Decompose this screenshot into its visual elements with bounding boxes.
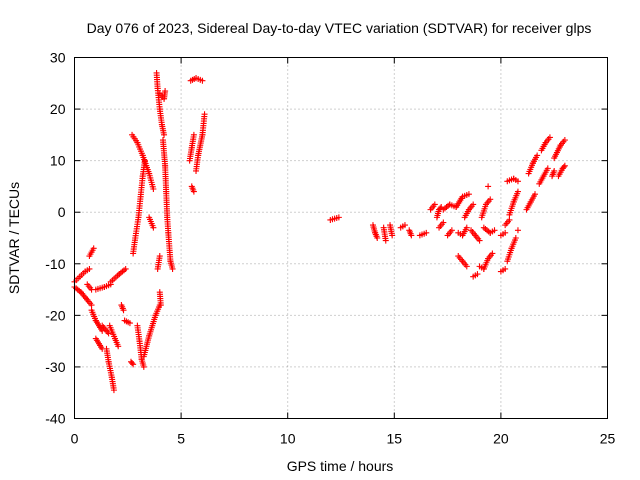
y-tick-label: -30 [45,359,65,375]
data-point-marker [201,111,208,118]
x-tick-label: 25 [600,431,616,447]
data-points [71,69,568,394]
data-point-marker [551,167,558,174]
data-point-marker [476,237,483,244]
data-point-marker [120,307,127,314]
data-point-marker [90,245,97,252]
data-point-marker [408,232,415,239]
data-point-marker [86,265,93,272]
x-tick-label: 0 [71,431,79,447]
data-point-marker [463,224,470,231]
data-point-marker [487,196,494,203]
data-point-marker [561,162,568,169]
data-point-marker [122,265,129,272]
x-tick-label: 10 [280,431,296,447]
data-point-marker [560,164,567,171]
data-point-marker [506,216,513,223]
data-point-marker [115,343,122,350]
data-point-marker [474,271,481,278]
data-point-marker [88,302,95,309]
data-point-marker [150,186,157,193]
y-axis-label: SDTVAR / TECUs [6,182,22,294]
data-point-marker [190,188,197,195]
data-point-marker [514,227,521,234]
data-point-marker [485,183,492,190]
data-point-marker [465,191,472,198]
y-tick-label: -40 [45,411,65,427]
data-point-marker [512,235,519,241]
data-point-marker [199,77,206,84]
grid-layer [74,57,608,419]
data-point-marker [190,131,197,138]
y-tick-label: -10 [45,256,65,272]
y-tick-label: 20 [50,101,66,117]
data-point-marker [335,214,342,221]
data-point-marker [156,253,163,260]
data-point-marker [463,263,470,270]
y-tick-label: 10 [50,153,66,169]
data-point-marker [431,201,438,208]
ticks-layer: 0 5 10 15 20 25 -40 -30 -20 -10 0 10 20 30 [45,50,615,447]
y-tick-label: 30 [50,50,66,66]
data-point-marker [561,137,568,144]
data-point-marker [470,201,477,208]
data-point-marker [502,229,509,236]
data-point-marker [502,265,509,272]
data-point-marker [140,363,147,370]
data-point-marker [129,360,136,367]
data-point-marker [423,229,430,236]
x-axis-label: GPS time / hours [287,458,394,474]
y-tick-label: 0 [58,204,66,220]
data-point-marker [169,265,176,272]
data-point-marker [401,222,408,229]
data-point-marker [389,232,396,239]
data-point-marker [491,227,498,234]
data-point-marker [162,88,169,95]
data-point-marker [157,302,164,309]
data-point-marker [448,227,455,234]
chart-title: Day 076 of 2023, Sidereal Day-to-day VTE… [87,20,592,36]
data-point-marker [105,330,112,337]
data-point-marker [514,188,521,195]
data-point-marker [532,191,539,198]
data-point-marker [161,131,168,138]
data-point-marker [546,134,553,141]
x-tick-label: 15 [387,431,403,447]
plot-frame [74,57,608,419]
x-tick-label: 20 [493,431,509,447]
data-point-marker [374,235,381,241]
y-tick-label: -20 [45,307,65,323]
data-point-marker [534,152,541,159]
data-point-marker [130,361,137,368]
data-point-marker [544,165,551,172]
data-point-marker [440,219,447,226]
data-point-marker [110,387,117,394]
data-point-marker [126,320,133,327]
x-tick-label: 5 [177,431,185,447]
data-point-marker [489,250,496,257]
data-point-marker [150,224,157,231]
data-point-marker [514,178,521,185]
data-point-marker [382,237,389,244]
